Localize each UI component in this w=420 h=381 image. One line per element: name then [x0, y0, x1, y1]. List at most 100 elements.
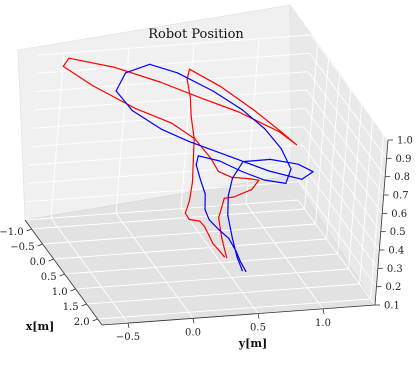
grid-line-x-floor-4 [75, 268, 349, 290]
series-0-point-39 [218, 217, 220, 219]
x-tick-mark-2 [48, 258, 54, 262]
series-0-point-13 [189, 97, 192, 99]
series-0-point-6 [188, 218, 190, 221]
series-0-point-19 [296, 144, 298, 146]
y-tick-mark-1 [192, 318, 195, 324]
series-1-point-5 [208, 219, 210, 221]
series-0-point-24 [114, 66, 116, 68]
series-1-point-13 [263, 179, 265, 181]
series-0-point-20 [279, 131, 281, 133]
grid-line-x-floor-5 [86, 283, 360, 305]
series-0-point-22 [198, 96, 200, 98]
grid-line-z-left-2 [27, 162, 301, 184]
grid-line-z-right-0 [297, 199, 376, 306]
series-1-point-34 [231, 177, 234, 179]
grid-line-x-floor-2 [53, 238, 327, 260]
series-1-point-14 [285, 182, 287, 185]
series-1-point-18 [241, 109, 243, 111]
grid-line-z-left-7 [35, 71, 309, 93]
series-0-point-17 [253, 109, 255, 111]
x-tick-mark-3 [59, 273, 65, 277]
series-1-point-20 [176, 72, 178, 74]
grid-line-z-left-5 [32, 107, 306, 129]
series-1-point-37 [231, 237, 233, 239]
grid-line-x-wall-1 [315, 58, 330, 225]
y-tick-label-0: −0.5 [116, 332, 140, 343]
x-tick-label-6: 2.0 [74, 317, 90, 328]
series-0-point-41 [226, 257, 228, 259]
z-tick-label-9: 1.0 [397, 136, 413, 147]
grid-line-z-right-4 [303, 126, 382, 232]
z-tick-label-0: 0.1 [384, 301, 400, 312]
series-1-point-4 [218, 228, 220, 231]
series-0-point-21 [238, 111, 240, 113]
series-1-point-23 [115, 90, 117, 92]
x-tick-mark-6 [92, 318, 98, 322]
z-tick-label-3: 0.4 [388, 246, 404, 257]
x-tick-mark-1 [37, 243, 43, 247]
series-0-point-38 [223, 197, 225, 199]
series-0-point-5 [199, 220, 201, 222]
series-line-0 [62, 57, 298, 258]
series-0-point-37 [233, 196, 235, 198]
series-1-point-26 [188, 140, 190, 143]
y-tick-label-3: 1.0 [315, 318, 331, 329]
chart-title: Robot Position [148, 27, 244, 42]
grid-line-y-floor-1 [115, 213, 194, 319]
series-0-point-32 [217, 170, 219, 173]
series-0-point-3 [208, 234, 210, 237]
y-tick-mark-0 [127, 323, 130, 329]
series-1-point-11 [219, 160, 221, 162]
grid-line-x-wall-4 [348, 103, 363, 270]
grid-line-y-floor-3 [245, 203, 324, 310]
z-tick-label-7: 0.8 [394, 172, 410, 183]
series-1-point-33 [242, 161, 244, 163]
z-tick-label-8: 0.9 [396, 154, 412, 165]
y-tick-mark-2 [257, 313, 260, 319]
grid-line-y-floor-0 [50, 217, 129, 324]
series-1-point-22 [124, 72, 127, 74]
series-0-point-40 [221, 238, 223, 240]
y-tick-label-1: 0.0 [185, 327, 201, 338]
series-0-point-35 [258, 179, 260, 181]
series-0-point-1 [216, 248, 219, 250]
z-tick-label-4: 0.5 [390, 227, 406, 238]
series-0-point-12 [190, 116, 192, 118]
series-1-point-16 [280, 148, 282, 150]
series-1-point-7 [204, 193, 206, 195]
series-1-point-38 [236, 256, 238, 258]
series-1-point-30 [312, 171, 314, 173]
grid-lines [24, 34, 389, 324]
series-1-point-36 [227, 214, 229, 216]
x-tick-label-4: 1.0 [52, 287, 68, 298]
x-axis-label: x[m] [26, 320, 55, 333]
series-0-point-7 [184, 212, 186, 214]
series-0-point-4 [203, 225, 206, 228]
series-1-point-19 [212, 90, 214, 92]
z-tick-label-6: 0.7 [393, 191, 409, 202]
grid-line-z-right-9 [310, 34, 389, 141]
grid-line-x-wall-2 [326, 73, 341, 240]
series-1-point-1 [239, 260, 241, 262]
x-tick-label-0: −1.0 [0, 227, 24, 238]
grid-line-z-left-9 [37, 34, 312, 56]
x-tick-label-3: 0.5 [41, 272, 57, 283]
grid-line-z-right-6 [306, 89, 385, 196]
x-tick-label-5: 1.5 [63, 302, 79, 313]
grid-line-z-left-6 [33, 89, 307, 111]
series-1-point-21 [149, 63, 151, 65]
series-0-point-9 [191, 181, 194, 183]
x-tick-mark-4 [70, 288, 76, 292]
grid-line-x-wall-3 [337, 88, 352, 255]
series-lines [62, 57, 314, 273]
grid-line-z-right-5 [304, 108, 383, 214]
series-line-1 [115, 63, 314, 272]
series-0-point-30 [194, 138, 196, 140]
series-1-point-17 [264, 128, 266, 130]
grid-line-x-floor-3 [64, 253, 338, 275]
series-0-point-34 [247, 178, 250, 180]
grid-line-z-left-8 [36, 52, 310, 74]
grid-line-y-wall-1 [115, 48, 130, 214]
